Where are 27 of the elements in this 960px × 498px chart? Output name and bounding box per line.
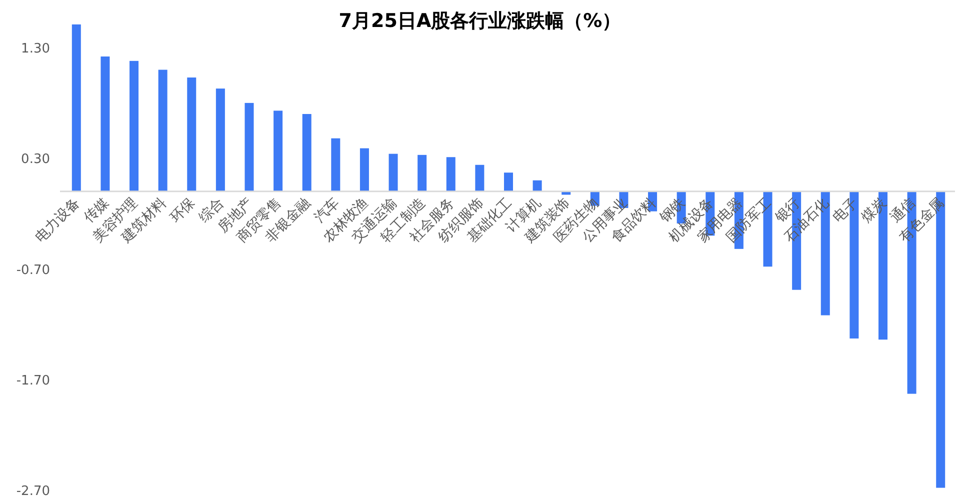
y-tick-label: 1.30 xyxy=(21,42,50,57)
x-tick-label: 电子 xyxy=(830,194,862,226)
bar xyxy=(388,154,398,192)
bar xyxy=(100,56,110,192)
bar xyxy=(302,114,312,192)
bar xyxy=(475,164,484,192)
bar xyxy=(216,88,225,192)
bar xyxy=(244,102,254,192)
bar xyxy=(331,138,340,192)
bar xyxy=(72,24,81,192)
y-tick-label: -0.70 xyxy=(16,262,50,278)
y-tick-label: -2.70 xyxy=(16,484,50,498)
bar xyxy=(504,172,513,192)
bar xyxy=(532,180,542,192)
bar xyxy=(158,70,168,192)
bar xyxy=(130,60,139,192)
x-tick-label: 环保 xyxy=(167,194,198,226)
bar xyxy=(360,148,369,192)
bar xyxy=(446,157,456,192)
x-tick-label: 煤炭 xyxy=(858,194,890,226)
bar xyxy=(187,78,196,192)
chart-title: 7月25日A股各行业涨跌幅（%） xyxy=(338,10,622,32)
y-tick-label: 0.30 xyxy=(21,152,50,168)
x-tick-label: 电力设备 xyxy=(32,194,84,246)
bar xyxy=(418,154,427,192)
y-tick-label: -1.70 xyxy=(16,373,50,388)
bar xyxy=(274,110,283,192)
